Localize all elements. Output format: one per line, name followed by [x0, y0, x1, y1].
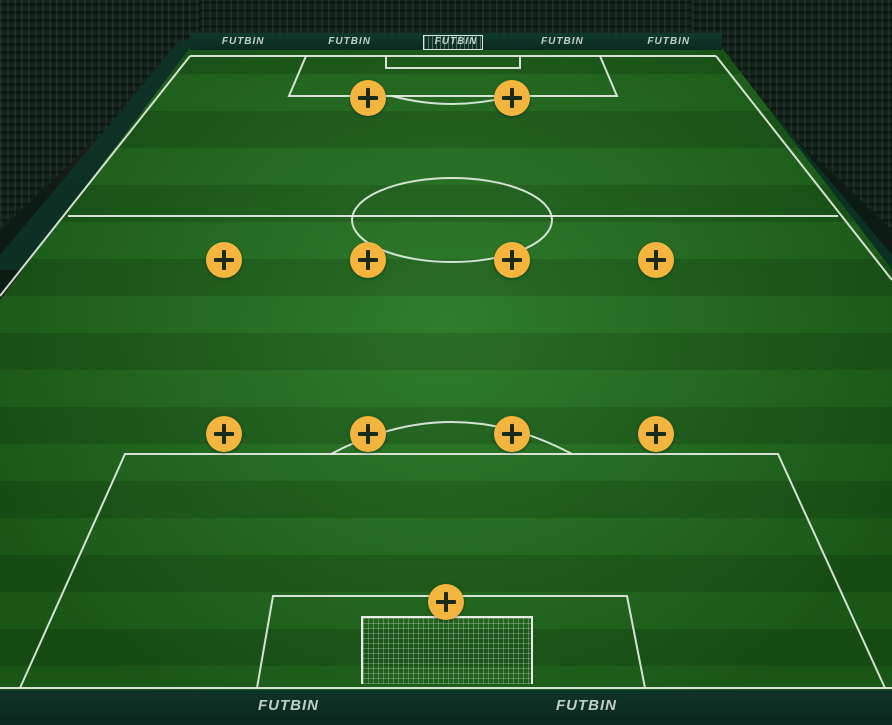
brand-logo: FUTBIN: [556, 697, 617, 714]
goal-far: [423, 35, 483, 50]
six-yard-box-far: [385, 56, 521, 69]
add-player-slot-lb[interactable]: [206, 416, 242, 452]
penalty-box-near: [19, 453, 886, 689]
penalty-box-far: [287, 55, 619, 97]
ad-board-top: FUTBIN FUTBIN FUTBIN FUTBIN FUTBIN: [190, 33, 722, 50]
plus-icon: [358, 250, 378, 270]
add-player-slot-cb-left[interactable]: [350, 416, 386, 452]
brand-logo: FUTBIN: [435, 36, 478, 47]
plus-icon: [646, 250, 666, 270]
add-player-slot-st-left[interactable]: [350, 80, 386, 116]
add-player-slot-cm-right[interactable]: [494, 242, 530, 278]
brand-logo: FUTBIN: [258, 697, 319, 714]
plus-icon: [358, 424, 378, 444]
add-player-slot-st-right[interactable]: [494, 80, 530, 116]
plus-icon: [502, 424, 522, 444]
add-player-slot-rb[interactable]: [638, 416, 674, 452]
plus-icon: [214, 424, 234, 444]
add-player-slot-cb-right[interactable]: [494, 416, 530, 452]
touchline-right: [715, 55, 892, 281]
brand-logo: FUTBIN: [541, 36, 584, 47]
touchline-left: [0, 55, 191, 297]
plus-icon: [358, 88, 378, 108]
add-player-slot-lm[interactable]: [206, 242, 242, 278]
goal-near: [361, 616, 533, 684]
plus-icon: [436, 592, 456, 612]
plus-icon: [646, 424, 666, 444]
brand-logo: FUTBIN: [328, 36, 371, 47]
crowd-top: [160, 0, 740, 36]
add-player-slot-gk[interactable]: [428, 584, 464, 620]
add-player-slot-rm[interactable]: [638, 242, 674, 278]
brand-logo: FUTBIN: [221, 36, 265, 47]
plus-icon: [502, 88, 522, 108]
add-player-slot-cm-left[interactable]: [350, 242, 386, 278]
centre-circle: [351, 177, 553, 263]
plus-icon: [502, 250, 522, 270]
plus-icon: [214, 250, 234, 270]
ad-board-bottom: [0, 690, 892, 725]
brand-logo: FUTBIN: [647, 36, 691, 47]
